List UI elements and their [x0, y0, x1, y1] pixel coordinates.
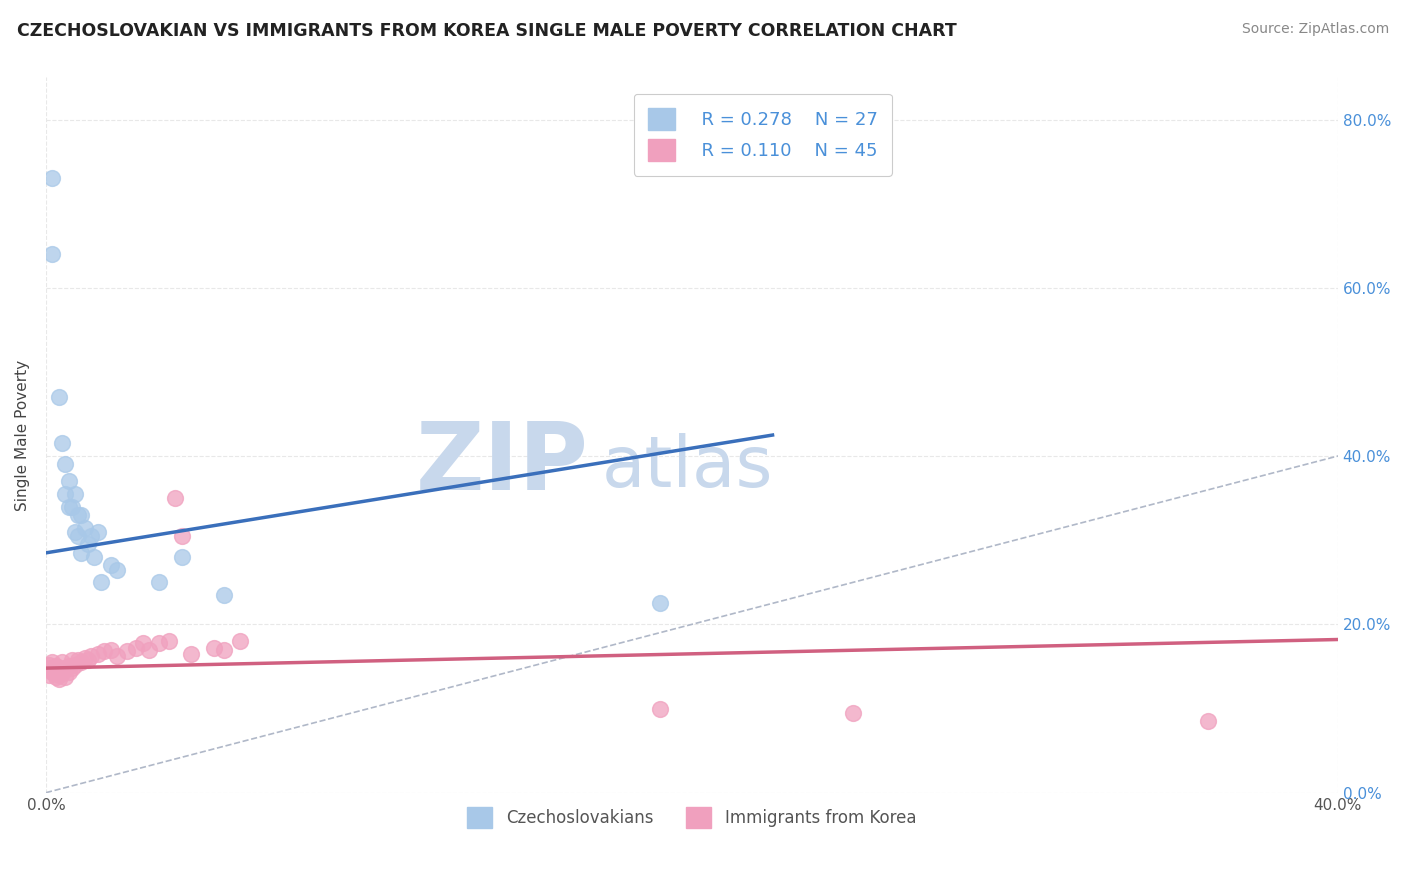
- Point: [228, 634, 250, 648]
- Point: [138, 642, 160, 657]
- Legend: Czechoslovakians, Immigrants from Korea: Czechoslovakians, Immigrants from Korea: [461, 801, 922, 834]
- Point: [67, 653, 90, 667]
- Point: [212, 642, 235, 657]
- Point: [80, 529, 103, 543]
- Point: [105, 563, 128, 577]
- Point: [63, 524, 86, 539]
- Point: [648, 701, 671, 715]
- Text: CZECHOSLOVAKIAN VS IMMIGRANTS FROM KOREA SINGLE MALE POVERTY CORRELATION CHART: CZECHOSLOVAKIAN VS IMMIGRANTS FROM KOREA…: [17, 22, 956, 40]
- Point: [202, 640, 225, 655]
- Point: [115, 644, 138, 658]
- Point: [60, 653, 83, 667]
- Point: [77, 537, 100, 551]
- Point: [51, 666, 73, 681]
- Point: [170, 550, 193, 565]
- Point: [53, 487, 76, 501]
- Point: [45, 659, 67, 673]
- Point: [93, 644, 115, 658]
- Point: [53, 661, 76, 675]
- Text: atlas: atlas: [602, 433, 773, 501]
- Point: [58, 659, 80, 673]
- Point: [132, 636, 155, 650]
- Point: [100, 642, 122, 657]
- Point: [73, 651, 96, 665]
- Point: [53, 458, 76, 472]
- Point: [86, 647, 108, 661]
- Point: [70, 546, 93, 560]
- Point: [648, 596, 671, 610]
- Point: [157, 634, 180, 648]
- Point: [60, 661, 83, 675]
- Point: [212, 588, 235, 602]
- Point: [41, 655, 63, 669]
- Point: [41, 171, 63, 186]
- Point: [148, 636, 170, 650]
- Point: [58, 500, 80, 514]
- Point: [51, 436, 73, 450]
- Point: [63, 487, 86, 501]
- Point: [45, 664, 67, 678]
- Point: [67, 508, 90, 522]
- Point: [51, 655, 73, 669]
- Point: [48, 668, 70, 682]
- Point: [67, 529, 90, 543]
- Point: [48, 672, 70, 686]
- Point: [170, 529, 193, 543]
- Point: [148, 575, 170, 590]
- Point: [1198, 714, 1220, 728]
- Point: [41, 665, 63, 680]
- Point: [48, 661, 70, 675]
- Point: [63, 657, 86, 672]
- Point: [86, 524, 108, 539]
- Y-axis label: Single Male Poverty: Single Male Poverty: [15, 359, 30, 510]
- Point: [45, 669, 67, 683]
- Point: [73, 520, 96, 534]
- Point: [77, 653, 100, 667]
- Point: [58, 475, 80, 489]
- Point: [70, 655, 93, 669]
- Point: [842, 706, 865, 720]
- Point: [125, 640, 148, 655]
- Point: [60, 500, 83, 514]
- Point: [58, 665, 80, 680]
- Point: [38, 668, 60, 682]
- Point: [38, 657, 60, 672]
- Point: [38, 661, 60, 675]
- Point: [180, 647, 202, 661]
- Point: [90, 575, 112, 590]
- Point: [48, 390, 70, 404]
- Point: [83, 550, 105, 565]
- Text: ZIP: ZIP: [416, 417, 589, 509]
- Point: [70, 508, 93, 522]
- Point: [53, 669, 76, 683]
- Point: [100, 558, 122, 573]
- Point: [105, 649, 128, 664]
- Text: Source: ZipAtlas.com: Source: ZipAtlas.com: [1241, 22, 1389, 37]
- Point: [41, 664, 63, 678]
- Point: [80, 649, 103, 664]
- Point: [165, 491, 187, 505]
- Point: [41, 247, 63, 261]
